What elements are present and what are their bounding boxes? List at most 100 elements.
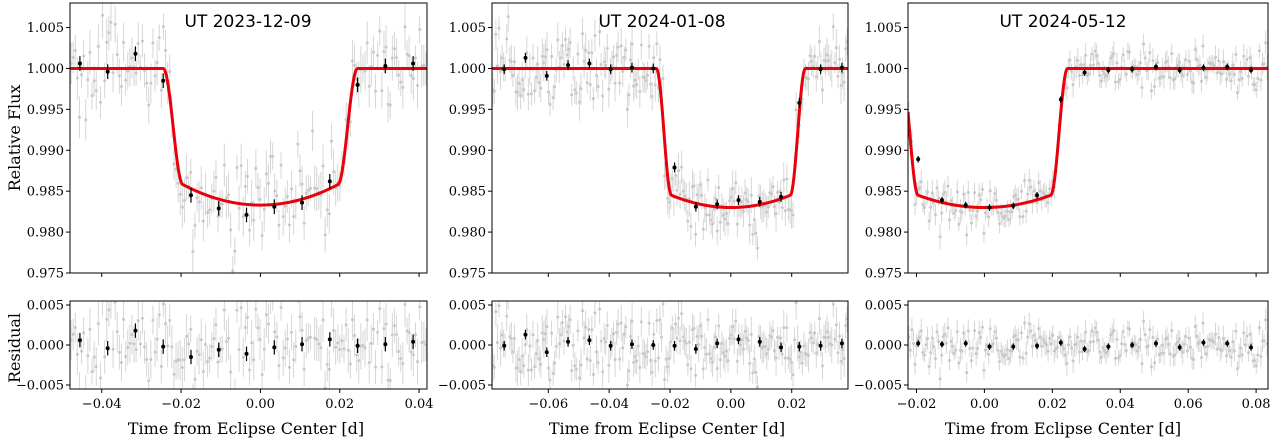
raw-residual-point	[1159, 351, 1163, 355]
raw-flux-point	[560, 44, 564, 48]
raw-flux-point	[1221, 60, 1225, 64]
raw-residual-point	[1007, 356, 1011, 360]
binned-residual-point	[757, 339, 762, 344]
raw-flux-point	[164, 49, 168, 53]
raw-flux-point	[946, 184, 950, 188]
binned-residual-point	[133, 328, 138, 333]
raw-flux-point	[1149, 89, 1153, 93]
raw-residual-point	[317, 342, 321, 346]
raw-flux-point	[731, 187, 735, 191]
binned-flux-point	[1082, 70, 1087, 75]
raw-residual-point	[687, 340, 691, 344]
raw-flux-point	[407, 54, 411, 58]
raw-flux-point	[1117, 80, 1121, 84]
raw-flux-point	[1099, 79, 1103, 83]
raw-residual-point	[185, 334, 189, 338]
raw-flux-point	[1023, 179, 1027, 183]
raw-flux-point	[918, 186, 922, 190]
raw-flux-point	[136, 42, 140, 46]
raw-flux-point	[752, 218, 756, 222]
raw-residual-point	[946, 326, 950, 330]
binned-flux-point	[651, 66, 656, 71]
raw-flux-point	[629, 58, 633, 62]
raw-residual-point	[342, 347, 346, 351]
raw-residual-point	[1057, 336, 1061, 340]
raw-residual-point	[926, 337, 930, 341]
raw-flux-point	[1109, 56, 1113, 60]
raw-residual-point	[1077, 350, 1081, 354]
raw-flux-point	[922, 206, 926, 210]
raw-flux-point	[765, 210, 769, 214]
binned-flux-point	[963, 203, 968, 208]
raw-residual-point	[1087, 348, 1091, 352]
flux-y-tick-label: 0.975	[865, 267, 902, 282]
raw-residual-point	[73, 325, 77, 329]
raw-residual-point	[332, 328, 336, 332]
raw-flux-point	[1079, 63, 1083, 67]
raw-flux-point	[384, 45, 388, 49]
raw-residual-point	[149, 357, 153, 361]
raw-residual-point	[1182, 342, 1186, 346]
raw-residual-point	[374, 365, 378, 369]
raw-flux-point	[101, 13, 105, 17]
raw-flux-point	[1220, 72, 1224, 76]
raw-flux-point	[1195, 57, 1199, 61]
raw-flux-point	[1192, 81, 1196, 85]
raw-residual-point	[80, 349, 84, 353]
raw-flux-point	[107, 31, 111, 35]
raw-residual-point	[553, 361, 557, 365]
raw-flux-point	[954, 208, 958, 212]
raw-residual-point	[1245, 334, 1249, 338]
raw-residual-point	[689, 367, 693, 371]
raw-flux-point	[380, 89, 384, 93]
binned-flux-point	[105, 69, 110, 74]
raw-flux-point	[195, 196, 199, 200]
raw-flux-point	[105, 40, 109, 44]
raw-residual-point	[103, 355, 107, 359]
raw-flux-point	[601, 94, 605, 98]
flux-y-tick-label: 0.985	[865, 185, 902, 200]
raw-residual-point	[533, 365, 537, 369]
raw-flux-point	[1106, 73, 1110, 77]
raw-residual-point	[1005, 348, 1009, 352]
raw-residual-point	[908, 335, 911, 339]
raw-flux-point	[96, 45, 100, 49]
raw-residual-point	[944, 341, 948, 345]
raw-flux-point	[957, 222, 961, 226]
raw-flux-point	[734, 181, 738, 185]
raw-residual-point	[732, 337, 736, 341]
raw-flux-point	[296, 142, 300, 146]
raw-residual-point	[745, 336, 749, 340]
raw-flux-point	[237, 206, 241, 210]
raw-flux-point	[817, 40, 821, 44]
binned-residual-point	[736, 337, 741, 342]
raw-residual-point	[677, 316, 681, 320]
raw-residual-point	[937, 340, 941, 344]
binned-flux-point	[818, 67, 823, 72]
raw-residual-point	[1030, 344, 1034, 348]
binned-flux-point	[77, 61, 82, 66]
raw-residual-point	[601, 370, 605, 374]
raw-residual-point	[721, 351, 725, 355]
raw-flux-point	[119, 84, 123, 88]
raw-residual-point	[298, 315, 302, 319]
raw-flux-point	[745, 198, 749, 202]
raw-flux-point	[1240, 77, 1244, 81]
raw-flux-point	[1026, 192, 1030, 196]
binned-residual-point	[818, 343, 823, 348]
raw-residual-point	[841, 348, 845, 352]
raw-flux-point	[605, 46, 609, 50]
residual-y-tick-label: 0.000	[865, 339, 902, 354]
raw-flux-point	[392, 47, 396, 51]
raw-flux-point	[1210, 61, 1214, 65]
raw-residual-point	[197, 352, 201, 356]
raw-residual-point	[650, 370, 654, 374]
raw-residual-point	[529, 368, 533, 372]
raw-flux-point	[748, 223, 752, 227]
raw-residual-point	[1041, 338, 1045, 342]
binned-flux-point	[1106, 68, 1111, 73]
raw-residual-point	[88, 327, 92, 331]
raw-residual-point	[718, 358, 722, 362]
raw-flux-point	[332, 170, 336, 174]
raw-residual-point	[1146, 344, 1150, 348]
